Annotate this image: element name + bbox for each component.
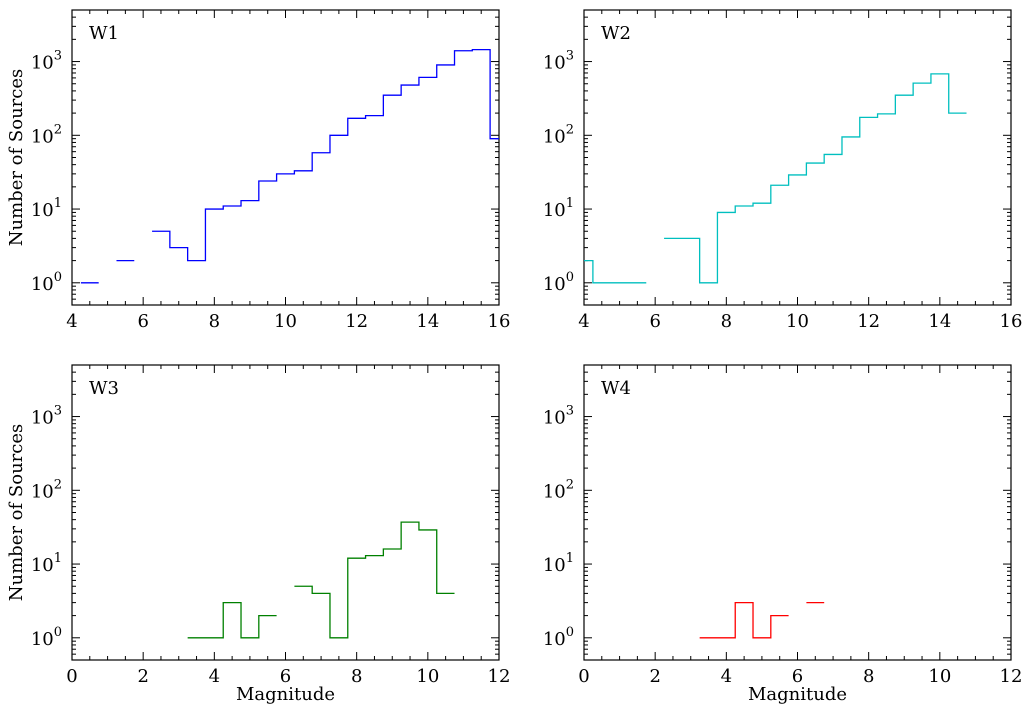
- histogram-series: [187, 521, 455, 639]
- panel-w2: 4 6 8 10 12 14 16 100 101 102 103 W2: [543, 9, 1023, 332]
- x-tick-label: 12: [488, 666, 511, 687]
- x-tick-label: 8: [721, 311, 732, 332]
- y-tick-label: 103: [543, 404, 574, 429]
- y-tick-label: 103: [31, 49, 62, 74]
- histogram-step-line: [152, 48, 499, 262]
- histogram-step-line: [699, 601, 789, 639]
- histogram-step-line: [294, 521, 455, 639]
- plot-frame: [583, 364, 1012, 661]
- histogram-series: [80, 48, 499, 284]
- panel-w4: 0 2 4 6 8 10 12 100 101 102 103 W4 Magnitude: [543, 364, 1023, 705]
- y-tick-label: 100: [31, 625, 62, 650]
- plot-frame: [71, 9, 500, 306]
- x-tick-label: 10: [786, 311, 809, 332]
- x-tick-label: 14: [928, 311, 951, 332]
- x-tick-label: 8: [351, 666, 362, 687]
- x-tick-label: 2: [137, 666, 148, 687]
- x-tick-label: 12: [345, 311, 368, 332]
- y-tick-label: 102: [543, 477, 574, 502]
- y-tick-label: 100: [31, 270, 62, 295]
- x-tick-label: 10: [274, 311, 297, 332]
- x-tick-label: 6: [792, 666, 803, 687]
- histogram-step-line: [584, 259, 647, 284]
- histogram-series: [584, 73, 967, 284]
- x-tick-label: 4: [66, 311, 77, 332]
- x-tick-label: 14: [416, 311, 439, 332]
- panel-label: W1: [89, 23, 119, 44]
- plot-frame: [583, 9, 1012, 306]
- y-tick-label: 102: [31, 477, 62, 502]
- x-tick-label: 8: [209, 311, 220, 332]
- y-tick-label: 102: [543, 122, 574, 147]
- x-tick-label: 12: [857, 311, 880, 332]
- y-tick-label: 101: [31, 196, 62, 221]
- panel-w3: 0 2 4 6 8 10 12 100 101 102 103 W3 Number of Sources…: [6, 364, 511, 705]
- x-tick-label: 6: [649, 311, 660, 332]
- y-tick-label: 102: [31, 122, 62, 147]
- x-axis-label: Magnitude: [748, 684, 847, 705]
- y-tick-label: 101: [543, 551, 574, 576]
- x-tick-label: 10: [416, 666, 439, 687]
- y-tick-label: 100: [543, 625, 574, 650]
- x-tick-label: 4: [209, 666, 220, 687]
- panel-label: W2: [601, 23, 631, 44]
- histogram-series: [699, 601, 825, 639]
- x-tick-label: 16: [1000, 311, 1023, 332]
- y-axis-label: Number of Sources: [6, 69, 27, 246]
- y-tick-label: 103: [543, 49, 574, 74]
- x-tick-label: 8: [863, 666, 874, 687]
- y-tick-label: 103: [31, 404, 62, 429]
- y-tick-label: 100: [543, 270, 574, 295]
- panel-w1: 4 6 8 10 12 14 16 100 101 102 103 W1 Number of Sourc…: [6, 9, 511, 332]
- plot-frame: [71, 364, 500, 661]
- x-axis-label: Magnitude: [236, 684, 335, 705]
- x-tick-label: 12: [1000, 666, 1023, 687]
- histogram-step-line: [187, 601, 277, 639]
- x-tick-label: 6: [137, 311, 148, 332]
- x-tick-label: 10: [928, 666, 951, 687]
- x-tick-label: 4: [721, 666, 732, 687]
- x-tick-label: 2: [649, 666, 660, 687]
- x-tick-label: 16: [488, 311, 511, 332]
- x-tick-label: 6: [280, 666, 291, 687]
- panel-label: W3: [89, 378, 119, 399]
- x-tick-label: 0: [578, 666, 589, 687]
- y-tick-label: 101: [543, 196, 574, 221]
- x-tick-label: 4: [578, 311, 589, 332]
- y-axis-label: Number of Sources: [6, 424, 27, 601]
- panel-label: W4: [601, 378, 631, 399]
- x-tick-label: 0: [66, 666, 77, 687]
- histogram-step-line: [664, 73, 967, 284]
- y-tick-label: 101: [31, 551, 62, 576]
